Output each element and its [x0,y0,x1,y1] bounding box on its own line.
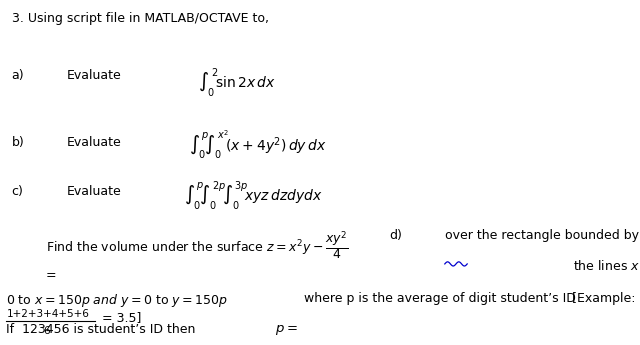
Text: Evaluate: Evaluate [67,136,122,149]
Text: b): b) [12,136,24,149]
Text: Find the volume under the surface $z = x^2y - \dfrac{xy^2}{4}$: Find the volume under the surface $z = x… [46,229,348,262]
Text: d): d) [389,229,402,243]
Text: $0$ to $x = 150p$ $\mathit{and}$ $y = 0$ to $y = 150p$: $0$ to $x = 150p$ $\mathit{and}$ $y = 0$… [6,292,228,308]
Text: =: = [46,269,57,282]
Text: If  123456 is student’s ID then: If 123456 is student’s ID then [6,323,196,336]
Text: the lines $x$: the lines $x$ [573,259,640,273]
Text: $\int_0^{p} \!\int_0^{x^2} \!(x + 4y^2)\, dy\, dx$: $\int_0^{p} \!\int_0^{x^2} \!(x + 4y^2)\… [189,129,326,162]
Text: 6: 6 [43,326,49,336]
Text: $\int_0^{\,2} \!\sin 2x\, dx$: $\int_0^{\,2} \!\sin 2x\, dx$ [198,66,276,99]
Text: over the rectangle bounded by: over the rectangle bounded by [445,229,639,243]
Text: $p =$: $p =$ [275,323,298,337]
Text: a): a) [12,69,24,82]
Text: [Example:: [Example: [548,292,636,305]
Text: where p is the average of digit student’s ID: where p is the average of digit student’… [292,292,577,305]
Text: Evaluate: Evaluate [67,185,122,198]
Text: c): c) [12,185,24,198]
Text: Evaluate: Evaluate [67,69,122,82]
Text: 1+2+3+4+5+6: 1+2+3+4+5+6 [6,309,89,319]
Text: $\int_0^{p} \!\int_0^{2p} \!\int_0^{3p} \!xyz\, dzdydx$: $\int_0^{p} \!\int_0^{2p} \!\int_0^{3p} … [184,179,322,213]
Text: = 3.5]: = 3.5] [102,311,142,324]
Text: 3. Using script file in MATLAB/OCTAVE to,: 3. Using script file in MATLAB/OCTAVE to… [12,12,269,25]
